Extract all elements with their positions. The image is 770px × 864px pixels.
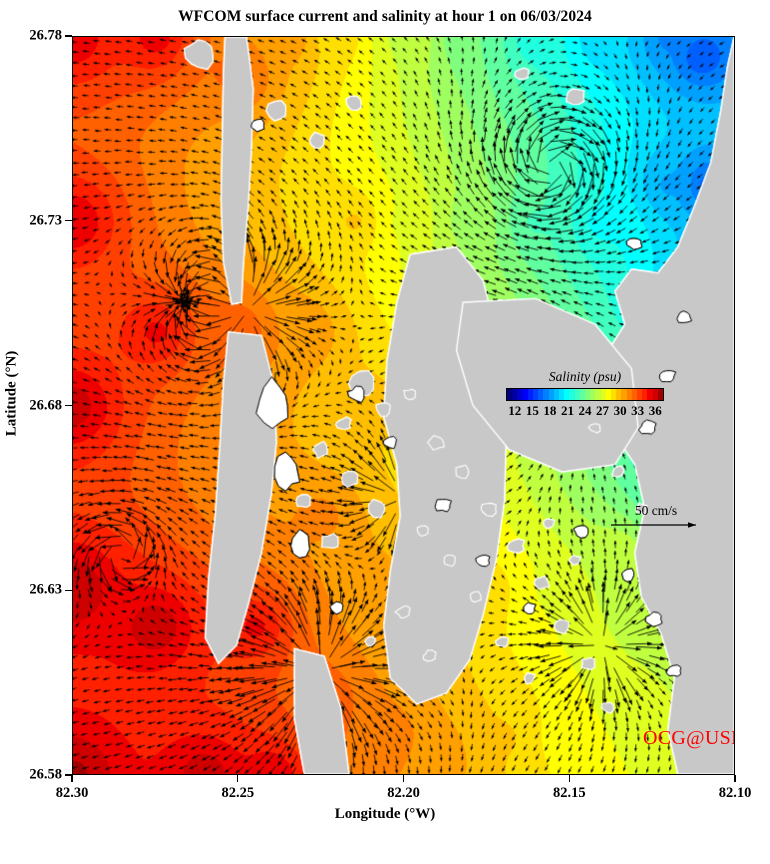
colorbar-swatch-14 xyxy=(579,389,586,400)
x-tick-mark-82.20 xyxy=(402,775,405,782)
y-tick-label-26.73: 26.73 xyxy=(29,212,62,229)
colorbar-swatch-0 xyxy=(507,389,513,400)
x-tick-mark-82.15 xyxy=(568,775,570,782)
colorbar-swatch-8 xyxy=(548,389,554,400)
colorbar-swatch-3 xyxy=(522,389,528,400)
salinity-colorbar-legend: Salinity (psu) 12 15 18 21 24 27 30 33 36 xyxy=(499,369,671,421)
colorbar-swatch-6 xyxy=(538,389,544,400)
colorbar-swatch-25 xyxy=(637,389,643,400)
colorbar-swatch-12 xyxy=(569,389,575,400)
vector-scale-key: 50 cm/s xyxy=(601,503,711,532)
colorbar-swatch-9 xyxy=(553,389,560,400)
y-tick-label-26.78: 26.78 xyxy=(29,27,62,44)
colorbar-tick-12: 12 xyxy=(508,403,522,418)
x-tick-label-82.30: 82.30 xyxy=(55,785,89,801)
colorbar-swatch-26 xyxy=(642,389,648,400)
vector-scale-label: 50 cm/s xyxy=(634,503,678,518)
y-tick-mark-26.68 xyxy=(65,404,72,407)
colorbar-swatch-29 xyxy=(657,389,664,400)
colorbar-tick-33: 33 xyxy=(631,403,645,418)
x-tick-mark-82.25 xyxy=(237,775,239,782)
colorbar-swatch-21 xyxy=(616,389,622,400)
x-tick-label-82.10: 82.10 xyxy=(718,785,752,801)
colorbar-swatch-23 xyxy=(626,389,632,400)
colorbar-swatch-18 xyxy=(600,389,606,400)
colorbar-tick-labels: 12 15 18 21 24 27 30 33 36 xyxy=(506,403,664,421)
colorbar-tick-30: 30 xyxy=(613,403,627,418)
colorbar-tick-18: 18 xyxy=(543,403,557,418)
y-tick-label-26.68: 26.68 xyxy=(29,397,62,413)
x-tick-mark-82.10 xyxy=(734,775,736,782)
x-tick-label-82.20: 82.20 xyxy=(387,785,420,801)
x-axis-label: Longitude (°W) xyxy=(334,806,436,822)
colorbar-swatch-5 xyxy=(533,389,539,400)
colorbar-swatch-28 xyxy=(652,389,658,400)
colorbar-swatch-22 xyxy=(621,389,627,400)
colorbar-swatch-24 xyxy=(631,389,638,400)
colorbar-tick-15: 15 xyxy=(525,403,539,418)
y-tick-mark-26.78 xyxy=(65,35,72,37)
watermark-ocg-usf: OCG@USF xyxy=(643,727,735,749)
vector-scale-arrow xyxy=(610,520,702,532)
colorbar-tick-36: 36 xyxy=(648,403,662,418)
y-tick-mark-26.63 xyxy=(65,589,72,591)
colorbar-swatch-11 xyxy=(564,389,570,400)
y-tick-mark-26.73 xyxy=(65,220,72,222)
colorbar-tick-24: 24 xyxy=(578,403,592,418)
colorbar-title: Salinity (psu) xyxy=(548,369,622,384)
y-tick-mark-26.58 xyxy=(65,774,72,776)
x-tick-label-82.15: 82.15 xyxy=(552,785,586,801)
y-tick-label-26.63: 26.63 xyxy=(29,581,62,598)
x-tick-mark-82.30 xyxy=(71,775,73,782)
x-tick-label-82.25: 82.25 xyxy=(221,785,255,801)
colorbar-swatch-19 xyxy=(605,389,612,400)
colorbar-swatch-17 xyxy=(595,389,601,400)
colorbar-swatch-4 xyxy=(527,389,534,400)
colorbar-swatch-27 xyxy=(647,389,653,400)
salinity-current-map xyxy=(73,37,734,774)
colorbar-tick-27: 27 xyxy=(596,403,610,418)
chart-title: WFCOM surface current and salinity at ho… xyxy=(178,8,592,25)
y-tick-label-26.58: 26.58 xyxy=(29,766,62,783)
colorbar-swatch-15 xyxy=(585,389,591,400)
colorbar-swatch-20 xyxy=(611,389,617,400)
colorbar-swatches xyxy=(506,388,664,401)
colorbar-tick-21: 21 xyxy=(560,403,574,418)
map-plot-area[interactable]: Salinity (psu) 12 15 18 21 24 27 30 33 36 50 cm/… xyxy=(72,36,735,775)
colorbar-swatch-10 xyxy=(559,389,565,400)
colorbar-swatch-7 xyxy=(543,389,549,400)
colorbar-swatch-2 xyxy=(517,389,523,400)
y-axis-label: Latitude (°N) xyxy=(3,350,20,437)
colorbar-swatch-13 xyxy=(574,389,580,400)
colorbar-swatch-16 xyxy=(590,389,596,400)
colorbar-swatch-1 xyxy=(512,389,518,400)
